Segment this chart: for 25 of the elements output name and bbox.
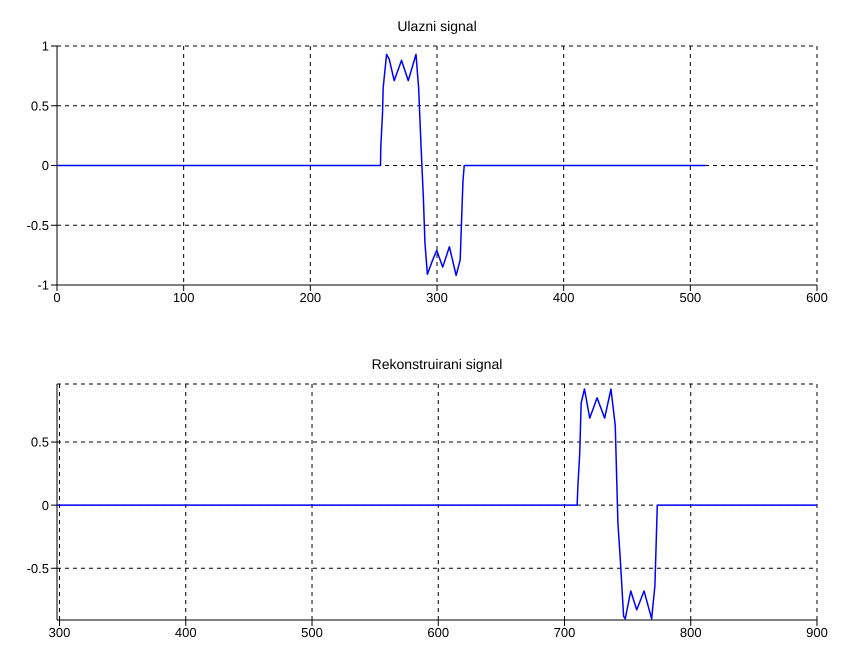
x-tick-label: 600 bbox=[427, 625, 450, 640]
x-tick-label: 700 bbox=[554, 625, 576, 640]
x-tick-label: 400 bbox=[552, 290, 575, 306]
chart-title: Rekonstruirani signal bbox=[370, 356, 504, 372]
x-tick-label: 300 bbox=[48, 625, 70, 640]
x-tick-label: 300 bbox=[426, 290, 448, 306]
x-tick-label: 100 bbox=[172, 290, 195, 306]
x-tick-label: 500 bbox=[679, 290, 702, 306]
y-tick-label: 1 bbox=[42, 38, 49, 54]
y-tick-label: 0 bbox=[42, 158, 49, 174]
chart-title: Ulazni signal bbox=[396, 18, 478, 34]
x-tick-label: 900 bbox=[806, 625, 828, 640]
y-tick-label: 0.5 bbox=[30, 98, 49, 114]
line-series bbox=[57, 54, 706, 276]
y-tick-label: 0 bbox=[42, 498, 49, 513]
x-tick-label: 800 bbox=[680, 625, 702, 640]
x-tick-label: 400 bbox=[174, 625, 197, 640]
x-tick-label: 600 bbox=[806, 290, 828, 306]
y-tick-label: -0.5 bbox=[26, 218, 49, 233]
x-tick-label: 200 bbox=[299, 290, 322, 306]
y-tick-label: -1 bbox=[37, 278, 49, 293]
x-tick-label: 500 bbox=[301, 625, 323, 640]
y-tick-label: -0.5 bbox=[26, 560, 49, 576]
y-tick-label: 0.5 bbox=[30, 434, 49, 450]
x-tick-label: 0 bbox=[53, 290, 61, 306]
